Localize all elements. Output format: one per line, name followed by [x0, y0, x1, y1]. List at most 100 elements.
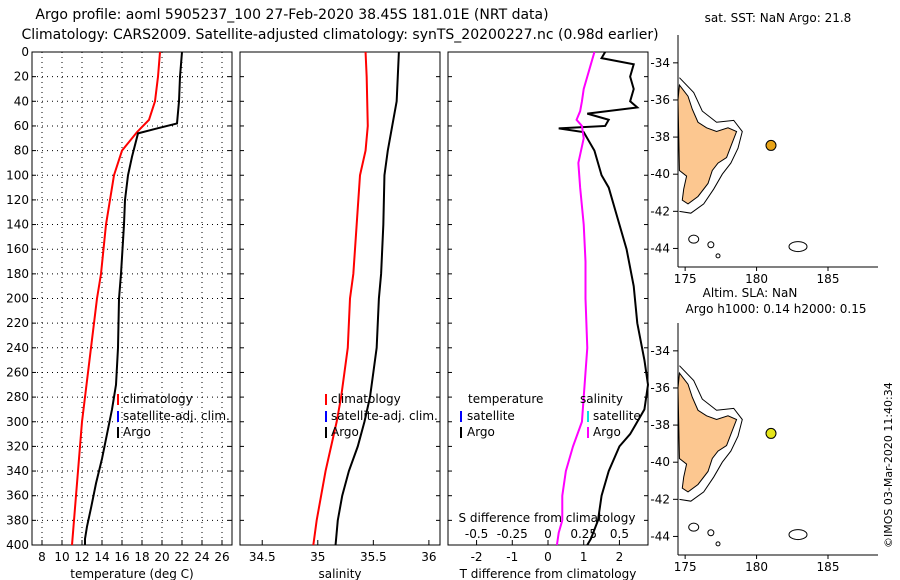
island-contour [788, 529, 808, 541]
map-y-tick-label: -42 [650, 492, 670, 506]
panel-temperature: 0 20 40 60 80 100 120 140 160 180 200 220 240 260 280 3… [6, 45, 233, 580]
map-y-tick-label: -44 [650, 529, 670, 543]
map-x-tick-label: 175 [674, 272, 697, 286]
legend-label: salinity [580, 392, 623, 406]
panel-salinity: 34.5 35 35.5 36 salinity [239, 51, 441, 580]
legend-label: Argo [593, 425, 621, 439]
legend-label: Argo [467, 425, 495, 439]
y-tick-label: 120 [6, 193, 29, 207]
y-tick-label: 220 [6, 316, 29, 330]
map-x-tick-label: 180 [745, 560, 768, 574]
y-tick-label: 280 [6, 390, 29, 404]
y-tick-label: 80 [14, 144, 29, 158]
island-contour [788, 241, 808, 253]
plot-frame [447, 51, 649, 546]
map-x-tick-label: 175 [674, 560, 697, 574]
map-y-tick-label: -40 [650, 167, 670, 181]
y-tick-label: 340 [6, 464, 29, 478]
legend-label: climatology [123, 392, 193, 406]
y-tick-label: 320 [6, 439, 29, 453]
series-line-argo [334, 51, 400, 546]
series-line-salinity-argo [555, 51, 596, 546]
x-tick-label: 8 [38, 550, 46, 564]
y-tick-label: 180 [6, 267, 29, 281]
y-tick-label: 40 [14, 94, 29, 108]
y-tick-label: 140 [6, 218, 29, 232]
y-tick-label: 20 [14, 70, 29, 84]
x-tick-label: 18 [134, 550, 149, 564]
x-axis-label: salinity [318, 567, 361, 580]
x-tick-label: 12 [74, 550, 89, 564]
plot-frame [239, 51, 441, 546]
x-tick-label: -1 [506, 550, 518, 564]
map-y-tick-label: -38 [650, 418, 670, 432]
island-contour [707, 241, 715, 249]
top-x-axis-label: S difference from climatology [459, 511, 636, 525]
x-tick-label: 34.5 [249, 550, 276, 564]
x-axis-label: temperature (deg C) [70, 567, 193, 580]
x-tick-label: 24 [194, 550, 209, 564]
top-x-tick-label: 0.25 [570, 527, 597, 541]
island-contour [688, 522, 700, 532]
land-north-island [677, 371, 738, 493]
bathymetry-contour [679, 77, 743, 214]
map-y-tick-label: -44 [650, 241, 670, 255]
map-y-tick-label: -34 [650, 344, 670, 358]
island-contour [707, 529, 715, 537]
legend-label: satellite-adj. clim. [123, 409, 230, 423]
x-tick-label: 0 [544, 550, 552, 564]
island-contour [715, 541, 721, 547]
series-line-temperature-argo [558, 51, 650, 546]
series-line-argo [84, 51, 183, 545]
panel-map_sst: sat. SST: NaN Argo: 21.8 -34 -36 -38 -40 -42 -… [650, 11, 878, 286]
island-contour [688, 234, 700, 244]
y-tick-label: 160 [6, 242, 29, 256]
map-y-tick-label: -38 [650, 130, 670, 144]
map-y-tick-label: -36 [650, 381, 670, 395]
panel-difference: -2 -1 0 1 2 T difference from climatology [447, 51, 650, 580]
x-tick-label: 35.5 [360, 550, 387, 564]
y-tick-label: 360 [6, 489, 29, 503]
map-y-tick-label: -36 [650, 93, 670, 107]
y-tick-label: 300 [6, 415, 29, 429]
x-tick-label: 14 [94, 550, 109, 564]
panel-map_sla: Altim. SLA: NaN Argo h1000: 0.14 h2000: 0… [650, 286, 878, 574]
top-x-tick-label: 0 [544, 527, 552, 541]
map-y-tick-label: -40 [650, 455, 670, 469]
x-tick-label: 16 [114, 550, 129, 564]
legend-label: satellite [467, 409, 515, 423]
x-tick-label: 10 [54, 550, 69, 564]
legend-label: Argo [331, 425, 359, 439]
legend-label: temperature [468, 392, 543, 406]
x-axis-label: T difference from climatology [459, 567, 637, 580]
bathymetry-contour [679, 365, 743, 502]
figure-title-line2: Climatology: CARS2009. Satellite-adjuste… [21, 27, 658, 43]
x-tick-label: 36 [421, 550, 436, 564]
legend-label: satellite [593, 409, 641, 423]
y-tick-label: 0 [21, 45, 29, 59]
y-tick-label: 400 [6, 538, 29, 552]
x-tick-label: 20 [154, 550, 169, 564]
top-x-tick-label: -0.25 [497, 527, 528, 541]
map-x-tick-label: 180 [745, 272, 768, 286]
argo-position-marker [765, 139, 777, 151]
island-contour [715, 253, 721, 259]
y-tick-label: 240 [6, 341, 29, 355]
x-tick-label: 22 [174, 550, 189, 564]
map-y-tick-label: -34 [650, 56, 670, 70]
top-x-tick-label: 0.5 [610, 527, 629, 541]
top-x-tick-label: -0.5 [465, 527, 488, 541]
y-tick-label: 100 [6, 168, 29, 182]
map-x-tick-label: 185 [817, 272, 840, 286]
x-tick-label: -2 [471, 550, 483, 564]
x-tick-label: 35 [310, 550, 325, 564]
map-y-tick-label: -42 [650, 204, 670, 218]
y-tick-label: 200 [6, 292, 29, 306]
series-line-climatology [312, 51, 369, 546]
x-tick-label: 2 [616, 550, 624, 564]
map-title: sat. SST: NaN Argo: 21.8 [705, 11, 852, 25]
x-tick-label: 1 [580, 550, 588, 564]
argo-position-marker [765, 427, 777, 439]
map-x-tick-label: 185 [817, 560, 840, 574]
